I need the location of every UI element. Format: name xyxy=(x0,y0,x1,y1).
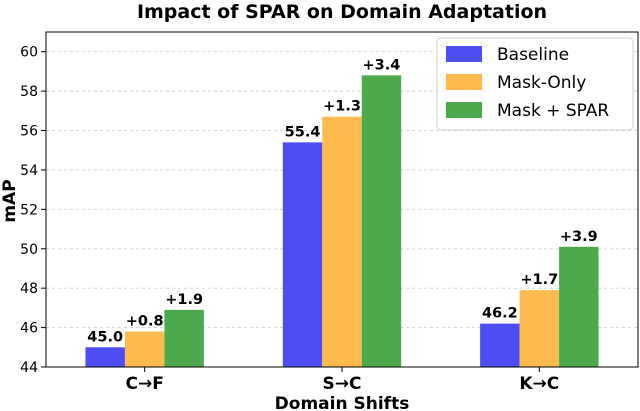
bar xyxy=(361,75,402,368)
y-tick-label: 54 xyxy=(20,163,38,179)
bar-value-label: 46.2 xyxy=(482,306,518,322)
bar-value-label: +3.4 xyxy=(363,57,401,73)
y-tick-label: 50 xyxy=(20,242,38,258)
bar-value-label: +1.7 xyxy=(520,272,558,288)
bar-value-label: +1.9 xyxy=(165,292,203,308)
legend-swatch-mask-only xyxy=(446,74,482,90)
bar xyxy=(124,331,165,367)
bar xyxy=(480,323,520,367)
bar-value-label: 55.4 xyxy=(285,124,321,140)
bar xyxy=(519,290,560,367)
bar-labels: 45.0+0.8+1.9 55.4+1.3 +3.4 46.2 +1.7 +3.9 xyxy=(87,57,597,345)
x-tick-label: S→C xyxy=(323,374,362,394)
bar xyxy=(322,116,362,367)
bar xyxy=(282,142,323,367)
y-tick-label: 58 xyxy=(20,84,38,100)
legend-frame xyxy=(436,37,634,131)
bar-value-label: +1.3 xyxy=(323,99,361,115)
bar-value-label: 45.0 xyxy=(87,329,123,345)
y-tick-label: 44 xyxy=(20,360,38,376)
bar-value-label: +0.8 xyxy=(126,314,164,330)
bars xyxy=(85,75,599,368)
y-tick-label: 60 xyxy=(20,45,38,61)
x-tick-label: C→F xyxy=(125,374,163,394)
bar-value-label: +3.9 xyxy=(560,229,598,245)
x-axis-label: Domain Shifts xyxy=(275,394,410,411)
legend-swatch-baseline xyxy=(446,46,482,62)
legend-label-baseline: Baseline xyxy=(497,45,569,65)
y-tick-label: 46 xyxy=(20,321,38,337)
bar xyxy=(164,309,204,367)
chart-title: Impact of SPAR on Domain Adaptation xyxy=(137,1,547,23)
bar xyxy=(85,347,125,367)
y-axis-label: mAP xyxy=(0,179,20,222)
legend-swatch-mask-spar xyxy=(446,102,482,118)
x-tick-label: K→C xyxy=(519,374,559,394)
legend-label-mask-spar: Mask + SPAR xyxy=(497,101,609,121)
y-tick-label: 48 xyxy=(20,281,38,297)
y-tick-label: 52 xyxy=(20,202,38,218)
bar xyxy=(559,246,599,367)
legend: Baseline Mask-Only Mask + SPAR xyxy=(436,37,634,131)
y-tick-label: 56 xyxy=(20,124,38,140)
y-axis-ticks: 44 46 48 50 52 54 56 58 60 xyxy=(20,45,46,376)
x-axis-ticks: C→F S→C K→C xyxy=(125,367,559,394)
legend-label-mask-only: Mask-Only xyxy=(497,73,586,93)
